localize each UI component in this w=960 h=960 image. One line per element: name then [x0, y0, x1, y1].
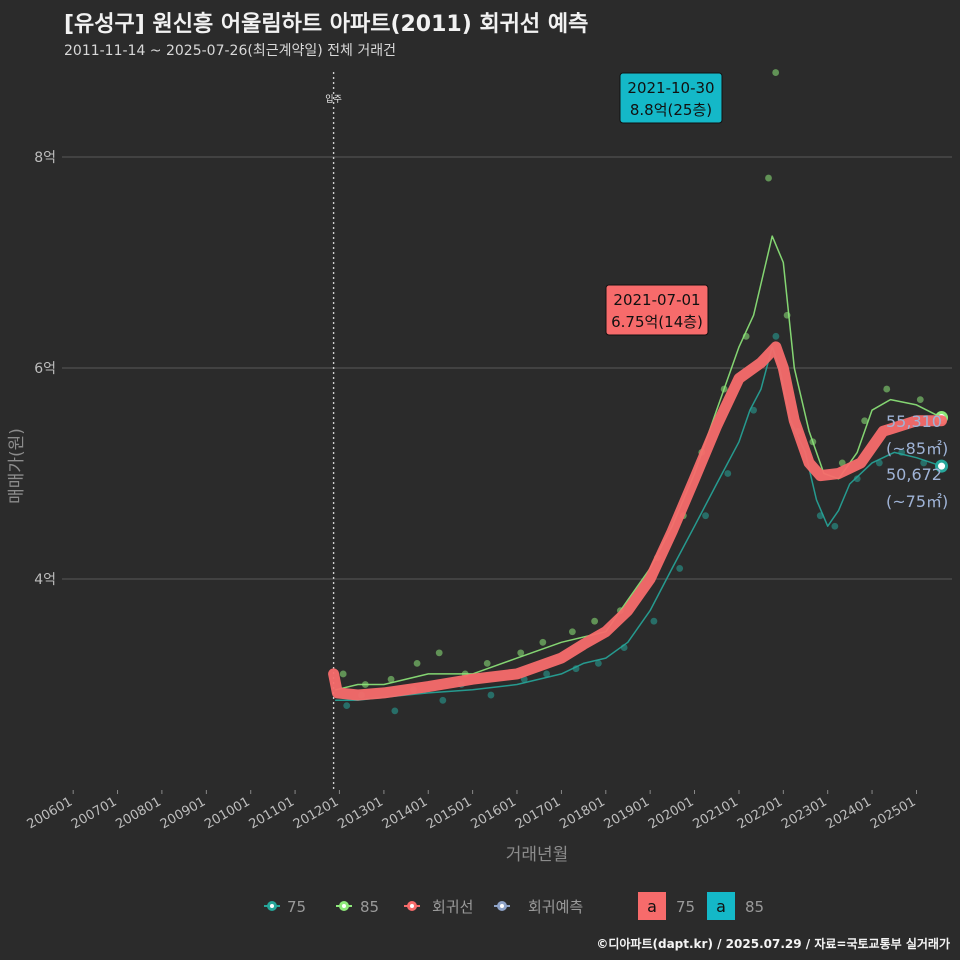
grid-layer: [62, 156, 952, 580]
legend-label: 회귀예측: [528, 898, 583, 916]
legend-box-glyph: a: [647, 897, 657, 916]
chart-title: [유성구] 원신흥 어울림하트 아파트(2011) 회귀선 예측: [64, 12, 589, 37]
x-tick-label: 202101: [690, 794, 740, 832]
end-value-label: 50,672: [886, 465, 942, 484]
legend-box: [638, 892, 666, 920]
data-point: [875, 459, 883, 467]
annotation-date: 2021-07-01: [613, 291, 700, 309]
x-tick-label: 200701: [69, 794, 119, 832]
x-tick-label: 201601: [468, 794, 518, 832]
x-tick-label: 202001: [646, 794, 696, 832]
credit-text: ©디아파트(dapt.kr) / 2025.07.29 / 자료=국토교통부 실…: [596, 937, 950, 951]
lines-layer: [328, 235, 949, 702]
annotation-value: 6.75억(14층): [611, 313, 703, 331]
data-point: [765, 174, 772, 182]
data-point: [343, 702, 351, 709]
end-area-label: (~75㎡): [886, 492, 948, 511]
annotation-box: [605, 284, 709, 336]
data-point: [391, 707, 399, 715]
x-tick-label: 202401: [824, 794, 874, 832]
data-point: [543, 670, 551, 678]
data-point: [487, 691, 495, 699]
move-in-layer: 입주: [325, 72, 342, 790]
x-axis-label: 거래년월: [506, 845, 569, 865]
x-tick-label: 201501: [424, 794, 474, 832]
series-line: [334, 235, 943, 691]
data-point: [435, 649, 443, 657]
legend-key-center: [342, 904, 346, 908]
y-axis-label: 매매가(원): [7, 428, 27, 504]
x-tick-label: 201801: [557, 794, 607, 832]
data-point: [831, 522, 839, 530]
series-line: [334, 346, 943, 702]
annotation-box: [619, 72, 723, 124]
x-tick-label: 200601: [25, 794, 75, 832]
data-point: [650, 617, 658, 625]
x-tick-label: 201401: [380, 794, 430, 832]
data-point: [838, 459, 846, 467]
data-point: [883, 385, 891, 393]
annotation-layer: 2021-10-30 8.8억(25층) 2021-07-01 6.75억(14층) 5…: [605, 72, 948, 511]
legend-label: 85: [360, 898, 379, 916]
x-tick-label: 202201: [735, 794, 785, 832]
data-point: [483, 659, 491, 667]
y-tick-label: 6억: [34, 361, 56, 377]
x-tick-label: 201301: [335, 794, 385, 832]
legend-key-center: [270, 904, 274, 908]
x-tick-label: 200801: [113, 794, 163, 832]
annotation-value: 8.8억(25층): [630, 101, 712, 119]
data-point: [750, 406, 757, 414]
data-point: [413, 659, 421, 667]
x-tick-label: 201701: [513, 794, 563, 832]
series-line: [328, 341, 947, 701]
data-point: [594, 659, 602, 667]
x-tick-label: 201101: [247, 794, 297, 832]
x-tick-label: 200901: [158, 794, 208, 832]
data-point: [568, 628, 576, 636]
y-tick-label: 8억: [34, 150, 56, 166]
x-tick-label: 202501: [868, 794, 918, 832]
legend-box-label: 75: [676, 898, 695, 916]
data-point: [861, 417, 869, 425]
legend-label: 회귀선: [432, 898, 473, 916]
x-tick-label: 202301: [779, 794, 829, 832]
move-in-label: 입주: [325, 93, 342, 105]
points-layer: [339, 69, 928, 715]
x-tick-label: 201901: [602, 794, 652, 832]
data-point: [387, 675, 395, 683]
data-point: [916, 396, 924, 404]
legend-box-glyph: a: [716, 897, 726, 916]
data-point: [853, 475, 861, 483]
legend-box: [707, 892, 735, 920]
data-point: [339, 670, 347, 678]
data-point: [702, 512, 709, 520]
series-endpoint: [935, 459, 949, 473]
legend-label: 75: [287, 898, 306, 916]
data-point: [772, 332, 780, 340]
legend-layer: 75 85 회귀선 회귀예측 a 75 a 85: [264, 892, 764, 920]
data-point: [676, 565, 684, 572]
data-point: [772, 69, 780, 76]
legend-key-center: [500, 904, 504, 908]
y-tick-label: 4억: [34, 572, 56, 588]
data-point: [539, 638, 547, 646]
x-tick-label: 201201: [291, 794, 341, 832]
data-point: [439, 696, 447, 704]
chart-subtitle: 2011-11-14 ~ 2025-07-26(최근계약일) 전체 거래건: [64, 43, 396, 59]
legend-box-label: 85: [745, 898, 764, 916]
end-area-label: (~85㎡): [886, 439, 948, 458]
end-value-label: 55,310: [886, 412, 942, 431]
data-point: [591, 617, 599, 625]
annotation-date: 2021-10-30: [627, 79, 714, 97]
x-tick-label: 201001: [202, 794, 252, 832]
data-point: [517, 649, 525, 657]
legend-key-center: [410, 904, 414, 908]
data-point: [724, 470, 732, 477]
